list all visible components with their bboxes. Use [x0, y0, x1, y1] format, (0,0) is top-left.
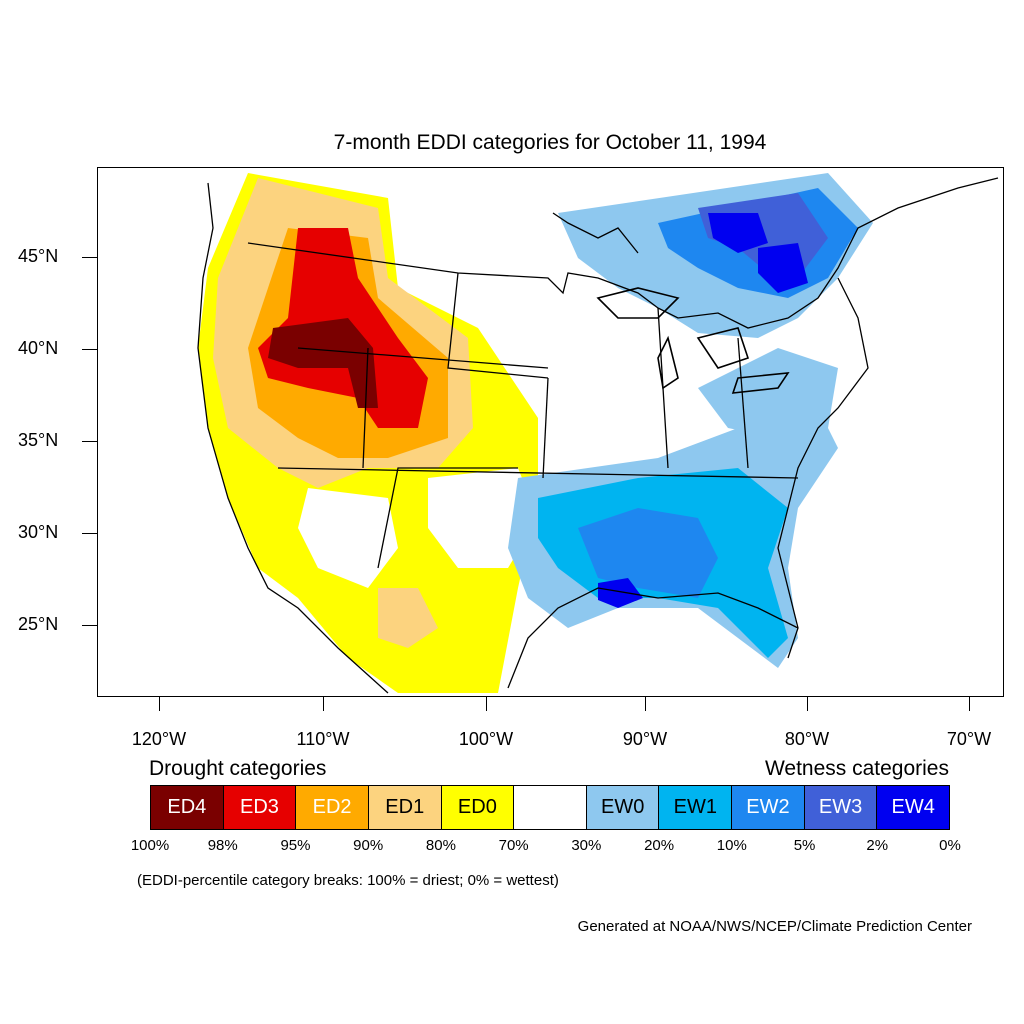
- break-label: 0%: [939, 837, 961, 854]
- break-label: 95%: [280, 837, 311, 854]
- lon-tick: [323, 697, 324, 711]
- lon-label-70w: 70°W: [946, 729, 992, 749]
- legend-swatch: EW0: [586, 786, 660, 829]
- legend-swatch: EW3: [804, 786, 878, 829]
- lat-tick: [82, 257, 97, 258]
- eddi-map: [197, 173, 999, 694]
- lon-tick: [807, 697, 808, 711]
- map-panel: [97, 167, 1004, 697]
- break-label: 90%: [353, 837, 384, 854]
- lon-tick: [486, 697, 487, 711]
- legend-swatch: EW4: [877, 786, 950, 829]
- lat-tick: [82, 625, 97, 626]
- legend-swatch: [514, 786, 587, 829]
- legend-swatch: ED1: [368, 786, 442, 829]
- legend-swatch: EW2: [732, 786, 805, 829]
- percentile-note: (EDDI-percentile category breaks: 100% =…: [137, 872, 559, 889]
- lon-label-110w: 110°W: [296, 729, 350, 749]
- break-label: 2%: [866, 837, 889, 854]
- legend-swatch: EW1: [659, 786, 733, 829]
- legend-swatch: ED4: [151, 786, 224, 829]
- break-label: 20%: [644, 837, 675, 854]
- map-title: 7-month EDDI categories for October 11, …: [333, 131, 767, 154]
- break-label: 30%: [571, 837, 602, 854]
- legend-swatch: ED0: [441, 786, 515, 829]
- great-lakes: [596, 287, 790, 394]
- lon-tick: [159, 697, 160, 711]
- lon-tick: [969, 697, 970, 711]
- wetness-categories-heading: Wetness categories: [764, 757, 949, 780]
- lat-tick: [82, 349, 97, 350]
- lat-label-40n: 40°N: [18, 338, 59, 358]
- lon-label-120w: 120°W: [131, 729, 187, 749]
- break-label: 98%: [207, 837, 238, 854]
- credit-line: Generated at NOAA/NWS/NCEP/Climate Predi…: [577, 918, 972, 935]
- lon-tick: [645, 697, 646, 711]
- wetness-region: [508, 173, 873, 668]
- break-label: 10%: [716, 837, 747, 854]
- lat-label-45n: 45°N: [18, 246, 59, 266]
- break-label: 5%: [793, 837, 816, 854]
- category-legend-bar: ED4 ED3 ED2 ED1 ED0 EW0 EW1 EW2 EW3 EW4: [150, 785, 950, 830]
- break-label: 80%: [425, 837, 456, 854]
- drought-region: [198, 173, 538, 693]
- legend-swatch: ED2: [296, 786, 369, 829]
- lat-tick: [82, 441, 97, 442]
- lon-label-90w: 90°W: [622, 729, 668, 749]
- lat-tick: [82, 533, 97, 534]
- lon-label-80w: 80°W: [784, 729, 830, 749]
- break-label: 100%: [130, 837, 170, 854]
- lon-label-100w: 100°W: [458, 729, 514, 749]
- drought-categories-heading: Drought categories: [149, 757, 327, 780]
- lat-label-25n: 25°N: [18, 614, 59, 634]
- legend-swatch: ED3: [223, 786, 297, 829]
- lat-label-30n: 30°N: [18, 522, 59, 542]
- break-label: 70%: [498, 837, 529, 854]
- lat-label-35n: 35°N: [18, 430, 59, 450]
